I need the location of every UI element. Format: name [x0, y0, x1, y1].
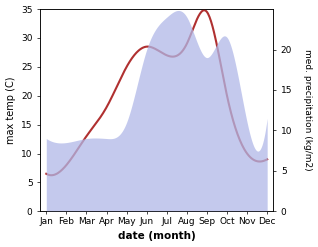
X-axis label: date (month): date (month)	[118, 231, 196, 242]
Y-axis label: max temp (C): max temp (C)	[5, 76, 16, 144]
Y-axis label: med. precipitation (kg/m2): med. precipitation (kg/m2)	[303, 49, 313, 171]
